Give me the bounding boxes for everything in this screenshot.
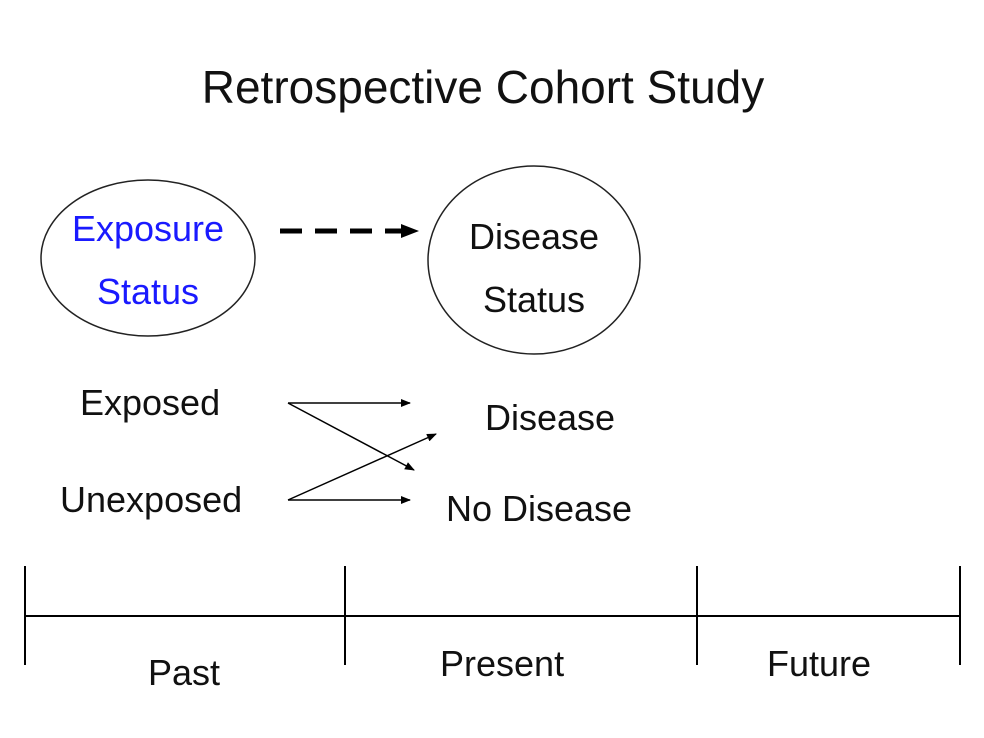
- timeline-label-past: Past: [148, 652, 221, 693]
- arrow-exposed-to-no-disease: [287, 402, 415, 471]
- label-unexposed: Unexposed: [60, 479, 243, 520]
- timeline-label-future: Future: [767, 643, 872, 684]
- disease-status-line2: Status: [482, 279, 586, 320]
- label-disease: Disease: [485, 397, 616, 438]
- timeline-label-present: Present: [440, 643, 565, 684]
- arrow-unexposed-to-disease: [287, 433, 437, 501]
- exposure-status-line1: Exposure: [71, 208, 225, 249]
- disease-status-line1: Disease: [468, 216, 600, 257]
- diagram-title: Retrospective Cohort Study: [201, 61, 765, 113]
- label-exposed: Exposed: [80, 382, 221, 423]
- exposure-status-line2: Status: [96, 271, 200, 312]
- exposure-status-circle: [40, 179, 256, 337]
- label-no-disease: No Disease: [446, 488, 633, 529]
- disease-status-circle: [427, 165, 641, 355]
